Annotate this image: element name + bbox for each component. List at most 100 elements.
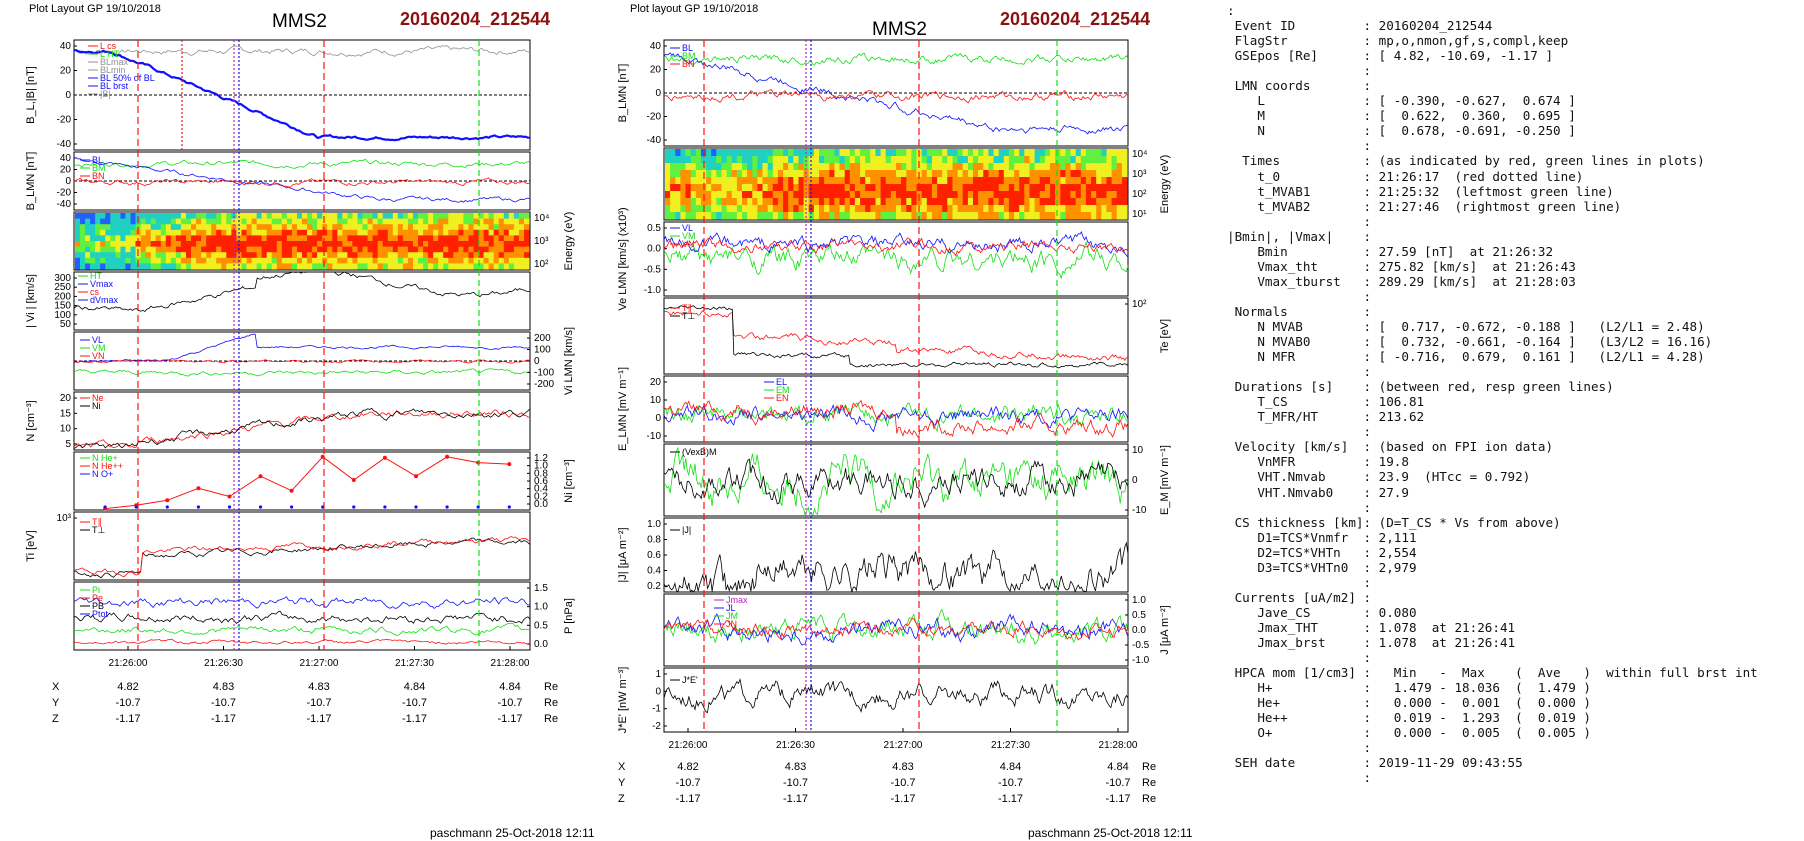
ion-spectrogram-cell	[110, 257, 116, 264]
ion-spectrogram-cell	[463, 241, 469, 248]
ion-spectrogram-cell	[120, 218, 126, 225]
electron-spectrogram-cell	[870, 156, 876, 164]
electron-spectrogram-cell	[942, 198, 948, 206]
ion-spectrogram-cell	[211, 213, 217, 220]
electron-spectrogram-cell	[1019, 163, 1025, 171]
electron-spectrogram-cell	[1024, 212, 1030, 220]
electron-spectrogram-cell	[937, 170, 943, 178]
legend-entry: BL	[92, 155, 103, 165]
electron-spectrogram-cell	[670, 163, 676, 171]
ion-spectrogram-cell	[513, 213, 520, 220]
y-tick-label: 0.0	[1132, 625, 1146, 636]
ion-spectrogram-cell	[438, 263, 444, 270]
electron-spectrogram-cell	[1029, 163, 1036, 171]
ion-spectrogram-cell	[165, 241, 172, 248]
electron-spectrogram-cell	[700, 198, 707, 206]
ion-spectrogram-cell	[261, 257, 268, 264]
ion-spectrogram-cell	[276, 213, 283, 220]
electron-spectrogram-cell	[1029, 177, 1036, 185]
panel-ylabel: J [μA m⁻²]	[1159, 605, 1171, 654]
ion-spectrogram-cell	[241, 235, 248, 242]
electron-spectrogram-cell	[931, 205, 938, 213]
y-tick-label: 0.6	[534, 476, 548, 487]
electron-spectrogram-cell	[772, 170, 779, 178]
electron-spectrogram-cell	[798, 163, 805, 171]
position-value: -10.7	[890, 777, 915, 789]
ion-spectrogram-cell	[362, 218, 369, 225]
electron-spectrogram-cell	[1034, 149, 1041, 157]
bl2-line	[73, 157, 531, 203]
electron-spectrogram-cell	[695, 177, 702, 185]
electron-spectrogram-cell	[829, 205, 835, 213]
ion-spectrogram-cell	[251, 224, 258, 231]
ion-spectrogram-cell	[206, 224, 212, 231]
electron-spectrogram-cell	[747, 170, 753, 178]
ion-spectrogram-cell	[438, 235, 444, 242]
electron-spectrogram-cell	[783, 184, 789, 192]
electron-spectrogram-cell	[1121, 198, 1128, 206]
y-tick-label: 10	[60, 424, 72, 435]
ion-spectrogram-cell	[155, 252, 162, 259]
ion-spectrogram-cell	[115, 246, 121, 253]
electron-spectrogram-cell	[885, 184, 892, 192]
electron-spectrogram-cell	[736, 212, 743, 220]
legend-entry: BL	[682, 43, 693, 53]
electron-spectrogram-cell	[1060, 163, 1066, 171]
electron-spectrogram-cell	[973, 156, 979, 164]
electron-spectrogram-cell	[957, 205, 964, 213]
ion-spectrogram-cell	[337, 246, 343, 253]
electron-spectrogram-cell	[685, 177, 692, 185]
electron-spectrogram-cell	[1101, 191, 1107, 199]
electron-spectrogram-cell	[788, 156, 794, 164]
legend-entry: JL	[726, 603, 736, 613]
y-tick-label: 1.2	[534, 453, 548, 464]
ion-spectrogram-cell	[503, 252, 510, 259]
ion-spectrogram-cell	[110, 224, 116, 231]
jn-line	[663, 618, 1129, 641]
electron-spectrogram-cell	[962, 149, 969, 157]
ion-spectrogram-cell	[191, 246, 197, 253]
ion-spectrogram-cell	[372, 218, 379, 225]
ion-spectrogram-cell	[402, 224, 409, 231]
electron-spectrogram-cell	[844, 184, 851, 192]
ion-spectrogram-cell	[175, 246, 182, 253]
summary-line: Vmax_tburst : 289.29 [km/s] at 21:28:03	[1227, 273, 1576, 289]
electron-spectrogram-cell	[865, 205, 871, 213]
legend-entry: VM	[92, 343, 106, 353]
ion-spectrogram-cell	[473, 229, 480, 236]
electron-spectrogram-cell	[777, 156, 784, 164]
ion-spectrogram-cell	[297, 229, 303, 236]
electron-spectrogram-cell	[1003, 205, 1010, 213]
summary-line: Bmin : 27.59 [nT] at 21:26:32	[1227, 243, 1554, 259]
en-line	[663, 399, 1129, 439]
legend-entry: T⊥	[92, 525, 105, 535]
electron-spectrogram-cell	[1111, 184, 1118, 192]
ion-spectrogram-cell	[266, 241, 273, 248]
ion-spectrogram-cell	[367, 213, 374, 220]
electron-spectrogram-cell	[896, 191, 902, 199]
electron-spectrogram-cell	[1034, 212, 1041, 220]
ion-spectrogram-cell	[75, 229, 81, 236]
ion-spectrogram-cell	[312, 229, 318, 236]
electron-spectrogram-cell	[983, 149, 989, 157]
electron-spectrogram-cell	[767, 184, 774, 192]
electron-spectrogram-cell	[916, 212, 923, 220]
ion-spectrogram-cell	[473, 241, 480, 248]
electron-spectrogram-cell	[695, 191, 702, 199]
electron-spectrogram-cell	[988, 156, 995, 164]
summary-line: :	[1227, 770, 1372, 786]
electron-spectrogram-cell	[1085, 149, 1092, 157]
position-value: 4.83	[785, 761, 806, 773]
electron-spectrogram-cell	[788, 205, 794, 213]
ion-spectrogram-cell	[503, 229, 510, 236]
ni-line	[73, 407, 531, 450]
ion-spectrogram-cell	[518, 241, 525, 248]
ion-spectrogram-cell	[175, 252, 182, 259]
electron-spectrogram-cell	[1014, 156, 1020, 164]
electron-spectrogram-cell	[1080, 156, 1087, 164]
ion-spectrogram-cell	[246, 224, 253, 231]
electron-spectrogram-cell	[731, 177, 738, 185]
position-row-name: X	[618, 761, 626, 773]
ion-spectrogram-cell	[75, 213, 81, 220]
ion-spectrogram-cell	[367, 241, 374, 248]
